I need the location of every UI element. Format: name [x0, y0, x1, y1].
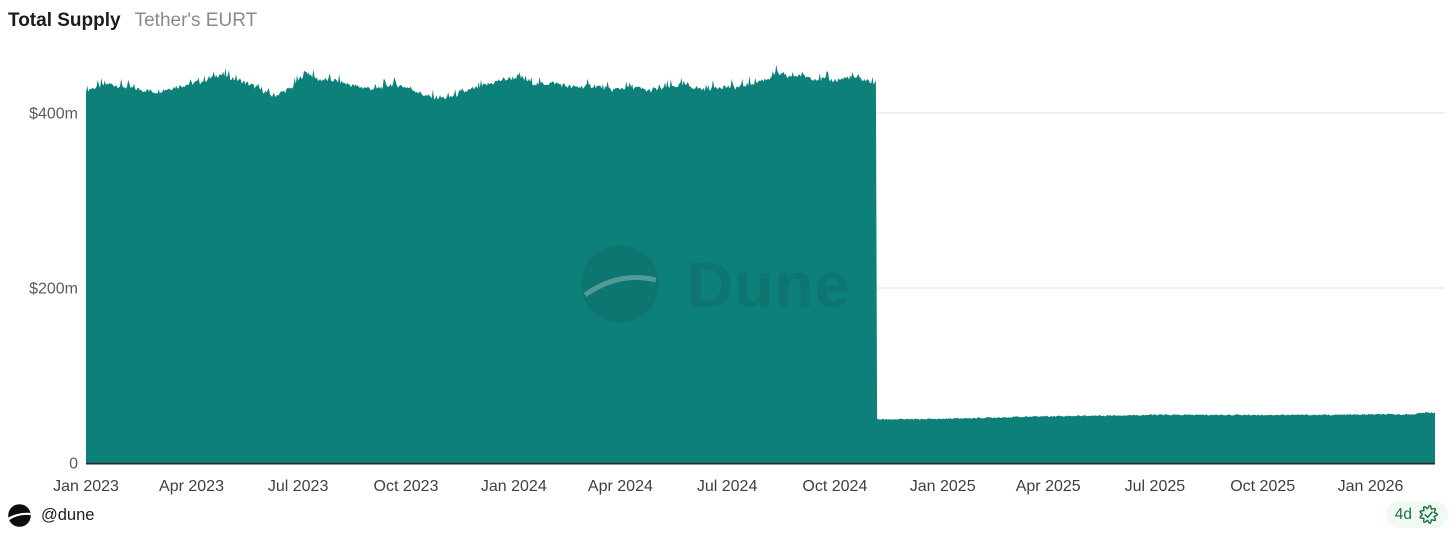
seal-outline — [1419, 504, 1439, 525]
dune-logo-icon — [8, 504, 31, 527]
chart-header: Total Supply Tether's EURT — [8, 10, 257, 32]
dune-watermark-text: Dune — [687, 249, 851, 321]
x-tick-label: Apr 2023 — [159, 478, 224, 495]
page-title: Total Supply — [8, 10, 121, 31]
dune-watermark-swoosh — [583, 275, 657, 298]
y-tick-label: 0 — [69, 456, 78, 473]
x-tick-label: Jan 2024 — [481, 478, 547, 495]
x-tick-label: Jul 2025 — [1125, 478, 1186, 495]
x-tick-label: Apr 2024 — [588, 478, 653, 495]
x-tick-label: Jan 2025 — [910, 478, 976, 495]
data-age-label: 4d — [1394, 505, 1412, 523]
x-tick-label: Jan 2023 — [53, 478, 119, 495]
x-tick-label: Jul 2023 — [268, 478, 329, 495]
y-tick-label: $200m — [29, 281, 78, 298]
dune-logo-swoosh — [8, 512, 31, 521]
x-tick-label: Jan 2026 — [1338, 478, 1404, 495]
chart-subtitle: Tether's EURT — [134, 10, 258, 31]
dune-handle: @dune — [41, 506, 95, 524]
x-tick-label: Apr 2025 — [1016, 478, 1081, 495]
verified-check-icon — [1419, 504, 1439, 525]
data-age-badge[interactable]: 4d — [1385, 501, 1448, 528]
dune-watermark-icon — [581, 245, 659, 323]
x-tick-label: Oct 2024 — [802, 478, 867, 495]
x-tick-label: Oct 2025 — [1230, 478, 1295, 495]
seal-checkmark — [1424, 511, 1433, 519]
supply-area-series[interactable] — [86, 64, 1435, 463]
attribution: @dune — [8, 504, 94, 527]
x-tick-label: Jul 2024 — [697, 478, 758, 495]
x-tick-label: Oct 2023 — [374, 478, 439, 495]
y-tick-label: $400m — [29, 106, 78, 123]
